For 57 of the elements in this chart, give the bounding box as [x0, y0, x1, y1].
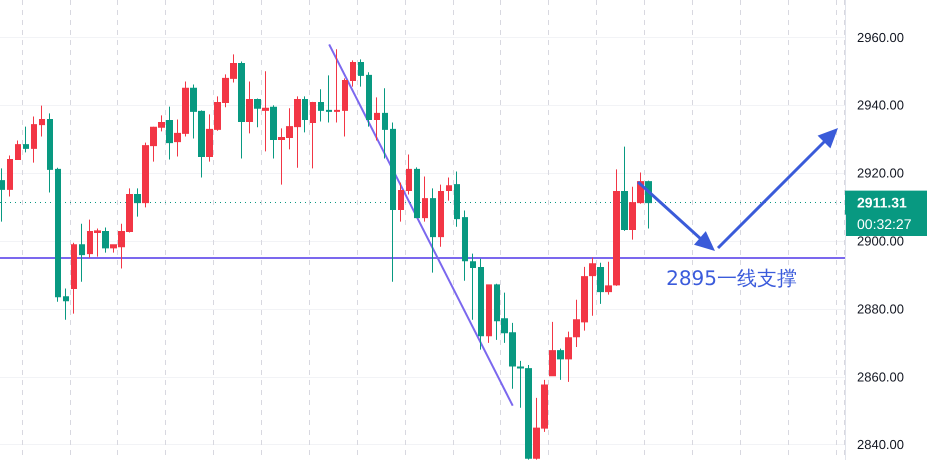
candlestick	[310, 101, 316, 169]
candlestick	[326, 74, 332, 124]
candlestick	[374, 96, 380, 142]
candlestick	[102, 226, 109, 254]
y-tick-label: 2900.00	[857, 234, 904, 249]
candlestick	[366, 72, 372, 128]
candlestick	[334, 48, 340, 124]
candlestick	[422, 176, 428, 222]
candlestick	[63, 288, 69, 320]
candlestick	[342, 78, 348, 137]
candlestick	[246, 80, 253, 134]
candlestick	[238, 60, 245, 160]
ref-line-label: 2895一线支撑	[666, 266, 797, 290]
candlestick	[557, 348, 564, 380]
candlestick	[398, 182, 404, 222]
candlestick	[549, 321, 556, 376]
candlestick	[270, 104, 277, 160]
ref-line-label: 2911.31	[857, 194, 908, 211]
candlestick	[47, 112, 53, 193]
candlestick	[79, 223, 85, 282]
y-tick-label: 2860.00	[857, 369, 904, 384]
candlestick	[7, 154, 13, 198]
candlestick	[470, 253, 476, 320]
candlestick	[262, 70, 269, 152]
candlestick	[15, 140, 21, 160]
candlestick	[406, 154, 412, 196]
candlestick	[166, 106, 173, 160]
candlestick	[254, 98, 261, 128]
candlestick	[486, 284, 492, 344]
candlestick	[478, 258, 484, 350]
y-tick-label: 2840.00	[857, 437, 904, 452]
candlestick	[565, 331, 572, 382]
y-tick-label: 2880.00	[857, 301, 904, 316]
candlestick	[358, 58, 364, 88]
text: 00:32:27	[857, 216, 912, 232]
candlestick	[302, 96, 308, 133]
candlestick	[589, 257, 596, 316]
candlestick	[613, 168, 620, 286]
candlestick	[446, 177, 452, 202]
candlestick	[350, 60, 356, 88]
candlestick	[318, 88, 324, 122]
candlestick	[39, 105, 45, 137]
candlestick	[438, 184, 444, 248]
candlestick	[597, 262, 604, 304]
y-tick-label: 2920.00	[857, 166, 904, 181]
candlestick	[134, 188, 141, 218]
candlestick	[31, 116, 37, 164]
candlestick	[390, 122, 396, 282]
candlestick	[430, 188, 436, 274]
y-tick-label: 2940.00	[857, 98, 904, 113]
candlestick	[23, 126, 29, 153]
candlestick	[462, 210, 468, 282]
candlestick	[382, 88, 388, 160]
y-tick-label: 2960.00	[857, 30, 904, 45]
candlestick	[71, 242, 77, 314]
candlestick	[55, 167, 61, 302]
candlestick	[605, 261, 612, 296]
